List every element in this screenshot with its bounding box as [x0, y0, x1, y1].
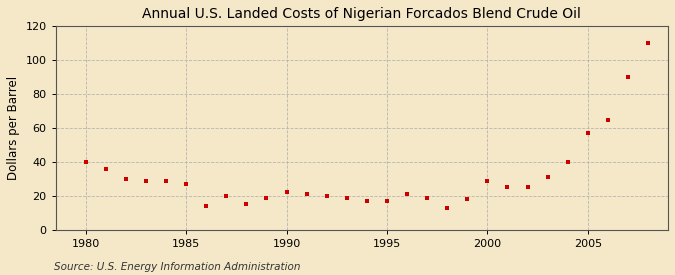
- Point: [181, 182, 192, 186]
- Point: [482, 178, 493, 183]
- Point: [442, 205, 453, 210]
- Point: [241, 202, 252, 207]
- Point: [301, 192, 312, 196]
- Point: [80, 160, 91, 164]
- Point: [342, 195, 352, 200]
- Point: [542, 175, 553, 179]
- Point: [161, 178, 171, 183]
- Point: [101, 167, 111, 171]
- Point: [381, 199, 392, 203]
- Point: [562, 160, 573, 164]
- Point: [602, 117, 613, 122]
- Point: [402, 192, 412, 196]
- Point: [321, 194, 332, 198]
- Point: [201, 204, 212, 208]
- Point: [261, 195, 272, 200]
- Y-axis label: Dollars per Barrel: Dollars per Barrel: [7, 76, 20, 180]
- Point: [622, 75, 633, 79]
- Point: [121, 177, 132, 181]
- Point: [221, 194, 232, 198]
- Text: Source: U.S. Energy Information Administration: Source: U.S. Energy Information Administ…: [54, 262, 300, 272]
- Point: [140, 178, 151, 183]
- Title: Annual U.S. Landed Costs of Nigerian Forcados Blend Crude Oil: Annual U.S. Landed Costs of Nigerian For…: [142, 7, 581, 21]
- Point: [422, 195, 433, 200]
- Point: [281, 190, 292, 195]
- Point: [643, 41, 653, 45]
- Point: [522, 185, 533, 189]
- Point: [502, 185, 513, 189]
- Point: [583, 131, 593, 135]
- Point: [362, 199, 373, 203]
- Point: [462, 197, 472, 202]
